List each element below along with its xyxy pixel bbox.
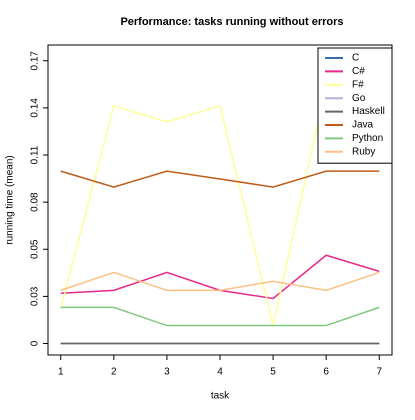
y-tick-label: 0.17 bbox=[30, 51, 41, 71]
x-tick-label: 3 bbox=[164, 367, 170, 378]
x-tick-label: 2 bbox=[111, 367, 117, 378]
legend-label: Haskell bbox=[352, 106, 385, 117]
x-tick-label: 4 bbox=[217, 367, 223, 378]
x-tick-label: 1 bbox=[58, 367, 64, 378]
x-tick-label: 7 bbox=[376, 367, 382, 378]
y-axis-label: running time (mean) bbox=[5, 155, 16, 244]
series-line bbox=[60, 170, 380, 188]
y-tick-label: 0.05 bbox=[30, 239, 41, 259]
legend-label: Ruby bbox=[352, 146, 375, 157]
legend-label: F# bbox=[352, 79, 364, 90]
y-tick-label: 0.11 bbox=[30, 145, 41, 164]
series-line bbox=[60, 271, 380, 292]
x-tick-label: 5 bbox=[270, 367, 276, 378]
legend-label: C# bbox=[352, 66, 365, 77]
series-line bbox=[60, 306, 380, 327]
chart-title: Performance: tasks running without error… bbox=[120, 16, 343, 28]
series-line bbox=[60, 254, 380, 300]
legend-label: C bbox=[352, 53, 359, 64]
plot-frame bbox=[47, 44, 393, 356]
legend-box bbox=[317, 47, 393, 164]
legend-label: Java bbox=[352, 120, 374, 131]
x-tick-label: 6 bbox=[323, 367, 329, 378]
legend-label: Go bbox=[352, 93, 366, 104]
y-tick-label: 0.08 bbox=[30, 192, 41, 212]
y-tick-label: 0.03 bbox=[30, 286, 41, 306]
y-tick-label: 0 bbox=[30, 340, 41, 346]
legend-label: Python bbox=[352, 133, 383, 144]
y-tick-label: 0.14 bbox=[30, 98, 41, 118]
x-axis-label: task bbox=[211, 391, 230, 402]
